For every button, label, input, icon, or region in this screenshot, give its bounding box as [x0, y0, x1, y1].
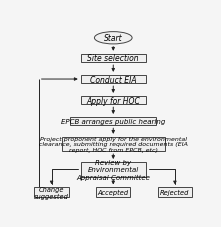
FancyBboxPatch shape	[70, 117, 156, 126]
FancyBboxPatch shape	[96, 188, 130, 197]
Text: Start: Start	[104, 34, 123, 43]
Text: Apply for HOC: Apply for HOC	[86, 96, 140, 105]
FancyBboxPatch shape	[34, 188, 69, 197]
Text: Rejected: Rejected	[160, 189, 190, 195]
FancyBboxPatch shape	[62, 137, 165, 151]
Text: Change
suggested: Change suggested	[34, 186, 69, 199]
Text: Project proponent apply for the environmental
clearance, submitting required doc: Project proponent apply for the environm…	[39, 136, 188, 153]
Text: Review by
Environmental
Appraisal Committee: Review by Environmental Appraisal Commit…	[76, 160, 150, 180]
Text: EPCB arranges public hearing: EPCB arranges public hearing	[61, 119, 166, 125]
Text: Accepted: Accepted	[98, 189, 129, 195]
FancyBboxPatch shape	[81, 54, 146, 63]
FancyBboxPatch shape	[81, 76, 146, 84]
Text: Conduct EIA: Conduct EIA	[90, 75, 137, 84]
Text: Site selection: Site selection	[88, 54, 139, 63]
Ellipse shape	[94, 32, 132, 45]
FancyBboxPatch shape	[81, 96, 146, 105]
FancyBboxPatch shape	[81, 162, 146, 177]
FancyBboxPatch shape	[158, 188, 192, 197]
